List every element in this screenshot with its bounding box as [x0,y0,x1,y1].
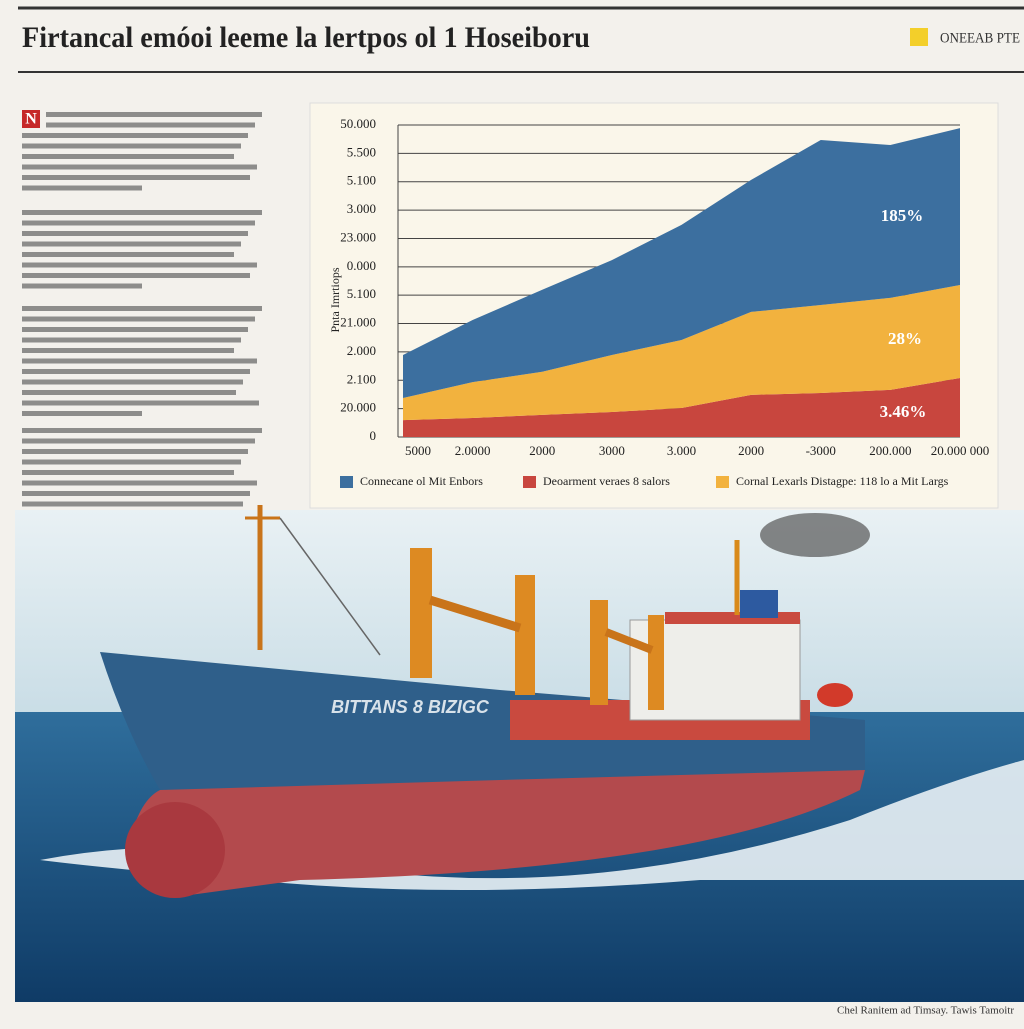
text-line [22,358,257,364]
text-line [22,390,236,395]
y-axis-label: 50.000 [340,116,376,131]
lifeboat [817,683,853,707]
text-line [22,252,234,257]
crane [515,575,535,695]
funnel [740,590,778,618]
y-axis-label: 5.500 [347,144,376,159]
text-line [22,154,234,159]
crane [410,548,432,678]
text-line [22,316,255,322]
y-axis-label: 2.000 [347,343,376,358]
text-line [22,306,262,311]
text-line [22,491,250,496]
text-line [22,449,248,454]
crane-boom [428,595,522,633]
y-axis-label: 2.100 [347,371,376,386]
photo: BITTANS 8 BIZIGC [15,505,1024,1002]
annotation: 3.46% [880,402,927,421]
text-line [22,348,234,353]
bulb [125,802,225,898]
text-line [22,273,250,278]
text-line [22,369,250,374]
legend-label: Deoarment veraes 8 salors [543,474,670,488]
y-axis-label: 3.000 [347,201,376,216]
rigging [279,517,381,656]
y-axis-title: Pnta Imrtiops [328,267,342,332]
badge: ONEEAB PTE [940,30,1020,46]
text-line [22,438,255,444]
area [403,378,960,437]
headline: Firtancal emóoi leeme la lertpos ol 1 Ho… [22,21,590,54]
crane-boom [604,628,654,654]
y-axis-label: 5.100 [347,173,376,188]
y-axis-label: 0.000 [347,258,376,273]
legend-swatch [716,476,729,488]
text-line [22,411,142,416]
y-axis-label: 5.100 [347,286,376,301]
x-tick-label: 200.000 [869,443,911,458]
area [403,128,960,398]
text-line [22,241,241,247]
area [403,285,960,421]
text-line [22,143,241,149]
text-line [22,220,255,226]
text-line [22,231,248,236]
badge-icon [910,28,928,46]
text-line [22,210,262,215]
crane [648,615,664,710]
x-tick-label: 20.000 000 [931,443,990,458]
text-line [22,133,248,138]
y-axis-label: 0 [370,428,377,443]
text-line [22,400,259,406]
article: N [22,110,262,538]
text-line [22,470,234,475]
dropcap-box [22,110,40,128]
y-axis-label: 20.000 [340,400,376,415]
legend-swatch [340,476,353,488]
text-line [22,283,142,289]
x-tick-label: 2000 [529,443,555,458]
hull-bottom [128,770,865,895]
x-tick-label: 3000 [599,443,625,458]
text-line [22,337,241,343]
hull-text: BITTANS 8 BIZIGC [331,697,490,717]
text-line [22,175,250,180]
crane [590,600,608,705]
text-line [46,122,255,128]
x-tick-label: 5000 [405,443,431,458]
x-tick-label: 2.0000 [455,443,491,458]
text-line [22,262,257,268]
dropcap: N [25,111,37,128]
text-line [22,428,262,433]
bridge-deck [665,612,800,624]
chart: 50.000 5.500 5.100 3.000 23.000 0.000 5.100 21.… [328,116,990,488]
smoke [760,513,870,557]
text-line [22,501,243,507]
hull-top [100,652,865,790]
legend-label: Connecane ol Mit Enbors [360,474,483,488]
x-tick-label: 3.000 [667,443,696,458]
annotation: 28% [888,329,922,348]
text-line [22,327,248,332]
legend-swatch [523,476,536,488]
y-axis-label: 23.000 [340,229,376,244]
annotation: 185% [881,206,924,225]
legend-label: Cornal Lexarls Distagpe: 118 lo a Mit La… [736,474,949,488]
x-tick-label: -3000 [806,443,836,458]
y-axis-label: 21.000 [340,315,376,330]
text-line [22,459,241,465]
text-line [22,379,243,385]
caption: Chel Ranitem ad Timsay. Tawis Tamoitr [837,1005,1014,1017]
text-line [22,185,142,191]
text-line [46,112,262,117]
x-tick-label: 2000 [738,443,764,458]
text-line [22,480,257,486]
text-line [22,164,257,170]
